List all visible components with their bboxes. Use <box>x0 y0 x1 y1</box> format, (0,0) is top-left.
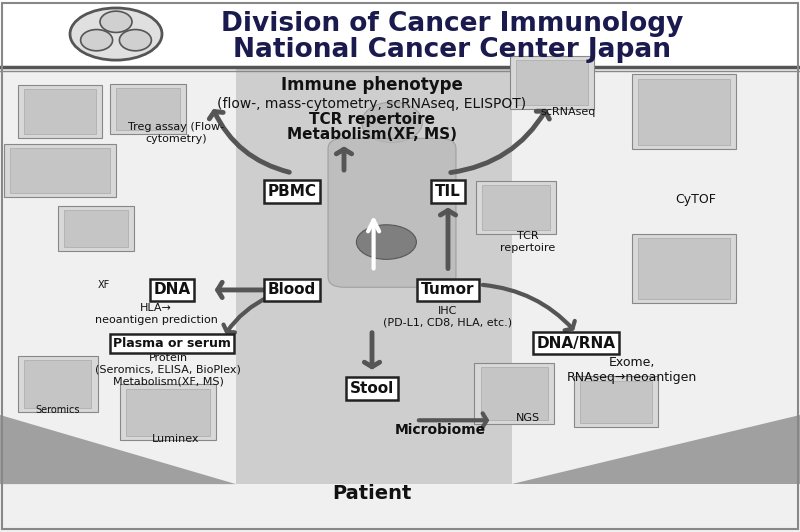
FancyArrowPatch shape <box>418 413 486 427</box>
FancyArrowPatch shape <box>364 332 380 367</box>
Text: DNA: DNA <box>154 282 190 297</box>
FancyBboxPatch shape <box>474 363 554 425</box>
Text: PBMC: PBMC <box>267 184 317 199</box>
FancyBboxPatch shape <box>24 361 91 408</box>
FancyArrowPatch shape <box>336 149 352 170</box>
Text: (flow-, mass-cytometry, scRNAseq, ELISPOT): (flow-, mass-cytometry, scRNAseq, ELISPO… <box>218 97 526 111</box>
Text: TCR repertoire: TCR repertoire <box>309 112 435 127</box>
FancyArrowPatch shape <box>223 296 270 332</box>
FancyBboxPatch shape <box>58 206 134 252</box>
FancyBboxPatch shape <box>481 367 548 420</box>
Text: Division of Cancer Immunology: Division of Cancer Immunology <box>221 11 683 37</box>
FancyBboxPatch shape <box>581 381 651 422</box>
FancyBboxPatch shape <box>328 138 456 287</box>
Circle shape <box>81 29 113 51</box>
FancyArrowPatch shape <box>482 285 574 330</box>
Text: Plasma or serum: Plasma or serum <box>113 337 231 350</box>
Text: Exome,
RNAseq→neoantigen: Exome, RNAseq→neoantigen <box>567 356 697 384</box>
FancyBboxPatch shape <box>476 181 556 234</box>
Bar <box>236 66 512 484</box>
Text: CyTOF: CyTOF <box>675 193 717 206</box>
Text: NGS: NGS <box>516 413 540 422</box>
Text: scRNAseq: scRNAseq <box>540 107 596 117</box>
Text: Stool: Stool <box>350 381 394 396</box>
Text: Microbiome: Microbiome <box>394 423 486 437</box>
FancyBboxPatch shape <box>510 56 594 109</box>
Text: Tumor: Tumor <box>422 282 474 297</box>
Text: Treg assay (Flow-
cytometry): Treg assay (Flow- cytometry) <box>128 122 224 144</box>
FancyArrowPatch shape <box>218 282 270 297</box>
FancyBboxPatch shape <box>120 384 216 440</box>
FancyBboxPatch shape <box>574 377 658 427</box>
Text: Protein
(Seromics, ELISA, BioPlex)
Metabolism(XF, MS): Protein (Seromics, ELISA, BioPlex) Metab… <box>95 353 241 386</box>
FancyBboxPatch shape <box>482 185 550 230</box>
FancyArrowPatch shape <box>440 211 456 269</box>
FancyBboxPatch shape <box>517 60 587 105</box>
Circle shape <box>119 29 151 51</box>
Text: Blood: Blood <box>268 282 316 297</box>
Text: TIL: TIL <box>435 184 461 199</box>
Circle shape <box>362 102 422 143</box>
FancyBboxPatch shape <box>18 356 98 412</box>
Text: Immune phenotype: Immune phenotype <box>281 76 463 94</box>
FancyBboxPatch shape <box>64 211 128 247</box>
FancyBboxPatch shape <box>10 148 110 193</box>
FancyBboxPatch shape <box>632 74 736 149</box>
Text: Seromics: Seromics <box>35 405 80 414</box>
FancyBboxPatch shape <box>110 84 186 135</box>
Circle shape <box>100 11 132 32</box>
FancyBboxPatch shape <box>18 85 102 138</box>
FancyBboxPatch shape <box>4 144 116 197</box>
Text: National Cancer Center Japan: National Cancer Center Japan <box>233 37 671 63</box>
Text: TCR
repertoire: TCR repertoire <box>500 231 556 253</box>
FancyBboxPatch shape <box>117 88 179 130</box>
FancyBboxPatch shape <box>126 388 210 436</box>
Text: IHC
(PD-L1, CD8, HLA, etc.): IHC (PD-L1, CD8, HLA, etc.) <box>383 306 513 327</box>
Text: Metabolism(XF, MS): Metabolism(XF, MS) <box>287 127 457 142</box>
Text: DNA/RNA: DNA/RNA <box>537 336 615 351</box>
Bar <box>0 0 800 66</box>
FancyArrowPatch shape <box>210 112 290 172</box>
Text: HLA→
neoantigen prediction: HLA→ neoantigen prediction <box>94 303 218 325</box>
Ellipse shape <box>70 8 162 60</box>
FancyArrowPatch shape <box>450 111 550 172</box>
Text: Patient: Patient <box>332 484 412 503</box>
Text: XF: XF <box>98 280 110 289</box>
Ellipse shape <box>357 225 416 260</box>
FancyBboxPatch shape <box>638 79 730 145</box>
FancyBboxPatch shape <box>632 234 736 303</box>
FancyBboxPatch shape <box>24 89 96 134</box>
Text: Luminex: Luminex <box>152 434 200 444</box>
FancyBboxPatch shape <box>638 238 730 299</box>
Polygon shape <box>512 415 800 484</box>
Polygon shape <box>0 415 236 484</box>
